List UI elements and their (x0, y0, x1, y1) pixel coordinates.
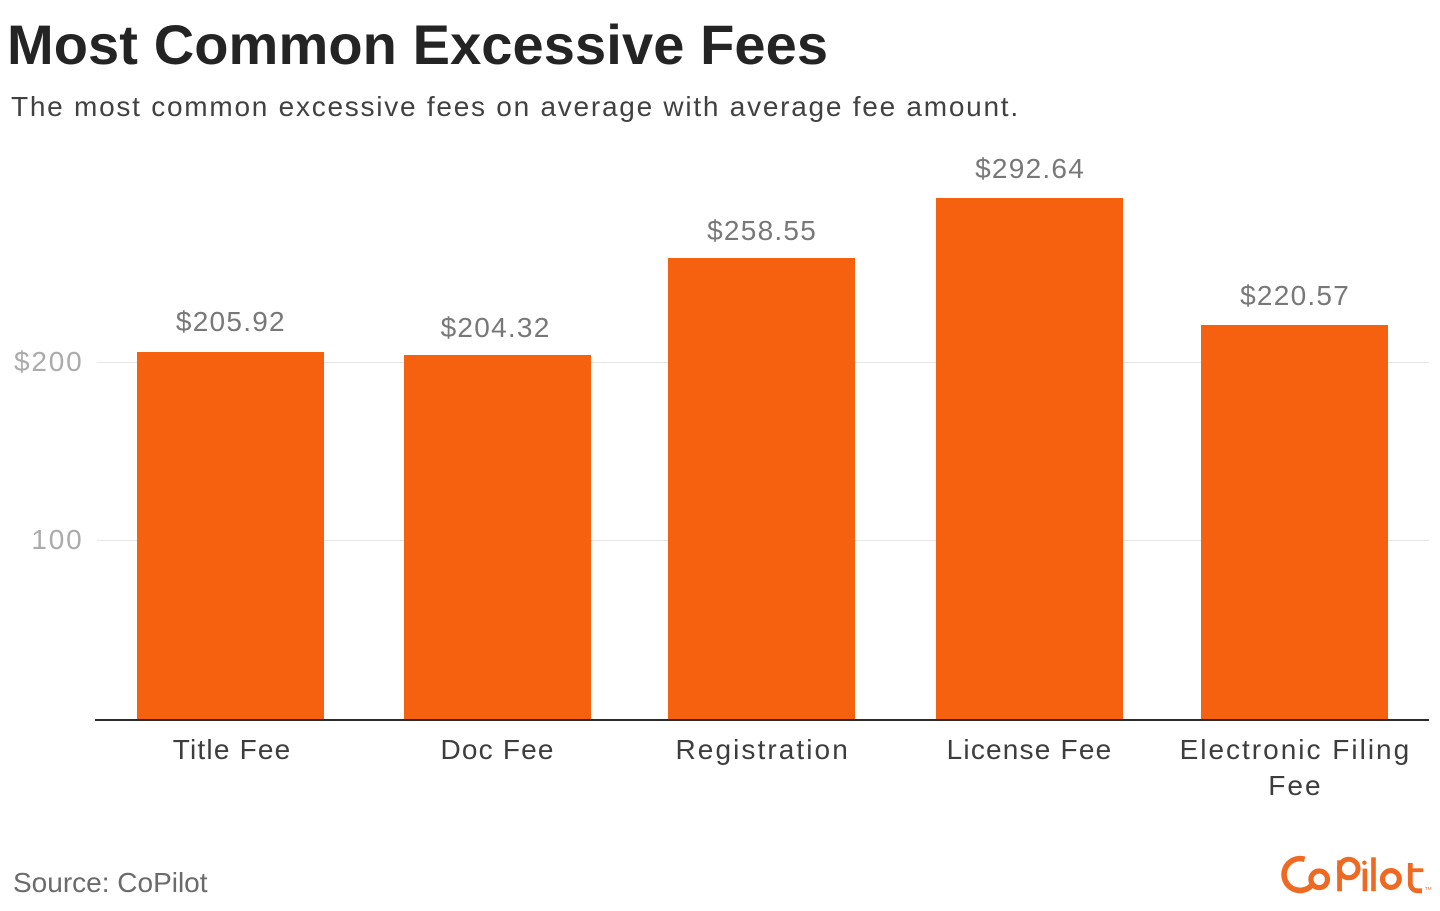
svg-text:TM: TM (1425, 886, 1432, 891)
